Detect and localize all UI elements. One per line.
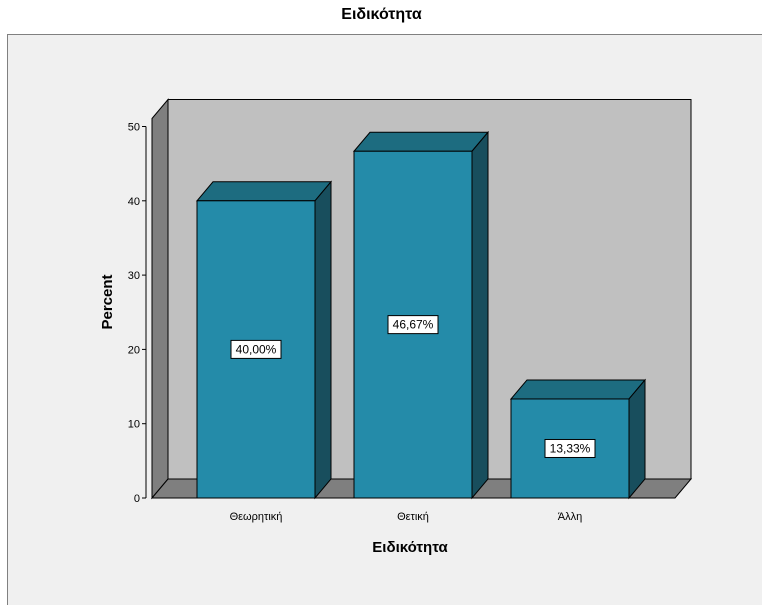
x-tick-label: Θετική: [397, 511, 429, 523]
y-tick-label: 50: [128, 122, 140, 134]
data-label-box: [387, 315, 439, 335]
x-axis-categories: Θεωρητική Θετική Άλλη: [230, 511, 583, 523]
data-label: 13,33%: [550, 441, 591, 455]
bar-top: [509, 379, 647, 400]
bars: 40,00% 46,67% 13,33%: [195, 130, 647, 500]
y-tick-label: 20: [128, 344, 140, 356]
y-axis: 0 10 20 30 40 50: [128, 122, 147, 505]
y-tick-label: 40: [128, 196, 140, 208]
bar-group: 40,00%: [195, 180, 333, 500]
data-label: 46,67%: [393, 318, 434, 332]
data-label-box: [544, 438, 596, 458]
x-axis-title: Ειδικότητα: [372, 539, 448, 556]
y-tick-label: 30: [128, 270, 140, 282]
y-tick-label: 0: [134, 493, 140, 505]
y-axis-title: Percent: [99, 274, 116, 329]
bar-side: [314, 180, 332, 500]
chart-title: Ειδικότητα: [341, 6, 422, 23]
bar-top: [352, 131, 490, 152]
bar-group: 13,33%: [509, 378, 647, 500]
bar-side: [628, 378, 646, 500]
data-label: 40,00%: [236, 342, 277, 356]
y-tick-label: 10: [128, 419, 140, 431]
x-tick-label: Άλλη: [558, 511, 582, 523]
bar-top: [195, 181, 333, 202]
bar-side: [471, 130, 489, 500]
bar-group: 46,67%: [352, 130, 490, 500]
side-wall: [151, 98, 169, 500]
x-tick-label: Θεωρητική: [230, 511, 283, 523]
data-label-box: [230, 339, 282, 359]
